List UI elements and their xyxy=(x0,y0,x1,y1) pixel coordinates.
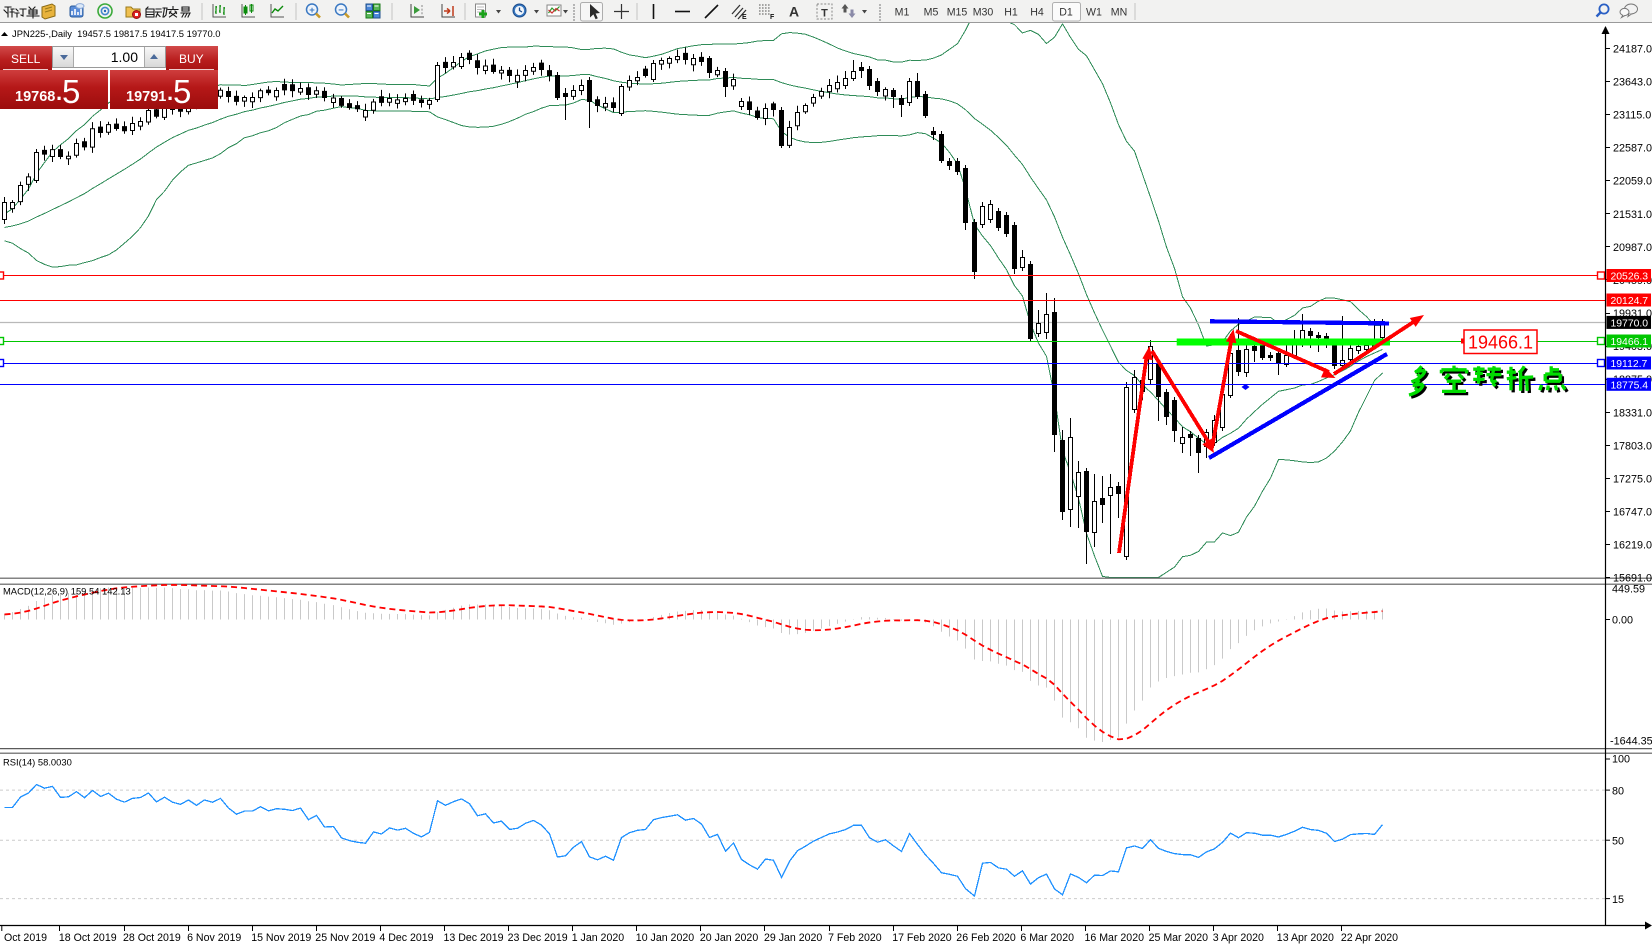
svg-text:6 Mar 2020: 6 Mar 2020 xyxy=(1020,932,1074,944)
svg-text:18331.0: 18331.0 xyxy=(1613,407,1652,419)
svg-text:20 Jan 2020: 20 Jan 2020 xyxy=(700,932,758,944)
svg-text:A: A xyxy=(789,4,799,20)
svg-text:50: 50 xyxy=(1612,835,1624,847)
svg-text:6 Nov 2019: 6 Nov 2019 xyxy=(187,932,241,944)
svg-text:0.00: 0.00 xyxy=(1612,615,1633,627)
svg-text:M15: M15 xyxy=(947,7,968,19)
svg-text:29 Jan 2020: 29 Jan 2020 xyxy=(764,932,822,944)
svg-text:E: E xyxy=(742,14,747,21)
svg-text:MN: MN xyxy=(1111,7,1127,19)
svg-text:−: − xyxy=(338,5,344,16)
svg-text:RSI(14) 58.0030: RSI(14) 58.0030 xyxy=(3,757,72,768)
svg-text:449.59: 449.59 xyxy=(1612,584,1645,596)
svg-text:17803.0: 17803.0 xyxy=(1613,440,1652,452)
svg-text:20526.3: 20526.3 xyxy=(1611,272,1649,283)
svg-text:100: 100 xyxy=(1612,754,1630,766)
svg-text:1 Jan 2020: 1 Jan 2020 xyxy=(572,932,625,944)
svg-text:+: + xyxy=(309,5,315,16)
svg-text:25 Nov 2019: 25 Nov 2019 xyxy=(315,932,375,944)
svg-text:4 Dec 2019: 4 Dec 2019 xyxy=(379,932,433,944)
svg-text:23 Dec 2019: 23 Dec 2019 xyxy=(508,932,568,944)
svg-text:25 Mar 2020: 25 Mar 2020 xyxy=(1149,932,1209,944)
svg-text:-1644.35: -1644.35 xyxy=(1610,736,1652,748)
svg-text:23643.0: 23643.0 xyxy=(1613,76,1652,88)
svg-text:F: F xyxy=(770,14,775,21)
svg-text:22 Apr 2020: 22 Apr 2020 xyxy=(1341,932,1398,944)
svg-text:26 Feb 2020: 26 Feb 2020 xyxy=(956,932,1016,944)
svg-text:20987.0: 20987.0 xyxy=(1613,242,1652,254)
svg-text:23115.0: 23115.0 xyxy=(1613,109,1651,121)
svg-text:15 Nov 2019: 15 Nov 2019 xyxy=(251,932,311,944)
svg-text:15: 15 xyxy=(1612,894,1624,906)
svg-text:18 Oct 2019: 18 Oct 2019 xyxy=(59,932,117,944)
svg-text:21531.0: 21531.0 xyxy=(1613,209,1652,221)
svg-text:M1: M1 xyxy=(895,7,910,19)
svg-text:3 Apr 2020: 3 Apr 2020 xyxy=(1213,932,1264,944)
svg-text:7 Feb 2020: 7 Feb 2020 xyxy=(828,932,882,944)
svg-text:80: 80 xyxy=(1612,785,1624,797)
svg-text:19466.1: 19466.1 xyxy=(1611,337,1649,348)
svg-text:20124.7: 20124.7 xyxy=(1611,296,1649,307)
svg-text:10 Jan 2020: 10 Jan 2020 xyxy=(636,932,694,944)
svg-text:Oct 2019: Oct 2019 xyxy=(4,932,47,944)
svg-text:16747.0: 16747.0 xyxy=(1613,507,1652,519)
svg-text:T: T xyxy=(821,8,828,20)
svg-text:17 Feb 2020: 17 Feb 2020 xyxy=(892,932,952,944)
svg-text:15691.0: 15691.0 xyxy=(1613,573,1652,585)
svg-text:JPN225-,Daily 19457.5 19817.5: JPN225-,Daily 19457.5 19817.5 19417.5 19… xyxy=(12,28,221,39)
svg-text:19770.0: 19770.0 xyxy=(1611,319,1649,330)
svg-text:M5: M5 xyxy=(924,7,939,19)
svg-text:16219.0: 16219.0 xyxy=(1613,540,1652,552)
svg-text:13 Apr 2020: 13 Apr 2020 xyxy=(1277,932,1334,944)
svg-text:28 Oct 2019: 28 Oct 2019 xyxy=(123,932,181,944)
svg-text:D1: D1 xyxy=(1059,7,1073,19)
svg-text:W1: W1 xyxy=(1086,7,1102,19)
svg-text:18775.4: 18775.4 xyxy=(1611,381,1649,392)
svg-text:17275.0: 17275.0 xyxy=(1613,473,1652,485)
svg-text:M30: M30 xyxy=(973,7,994,19)
svg-text:H4: H4 xyxy=(1030,7,1044,19)
svg-text:22587.0: 22587.0 xyxy=(1613,143,1652,155)
svg-text:19112.7: 19112.7 xyxy=(1611,359,1648,370)
svg-text:16 Mar 2020: 16 Mar 2020 xyxy=(1085,932,1145,944)
svg-text:19466.1: 19466.1 xyxy=(1468,333,1533,353)
svg-text:22059.0: 22059.0 xyxy=(1613,176,1652,188)
svg-text:H1: H1 xyxy=(1004,7,1018,19)
svg-text:MACD(12,26,9) 159.54 142.13: MACD(12,26,9) 159.54 142.13 xyxy=(3,586,131,597)
svg-text:13 Dec 2019: 13 Dec 2019 xyxy=(444,932,504,944)
svg-text:24187.0: 24187.0 xyxy=(1613,43,1652,55)
